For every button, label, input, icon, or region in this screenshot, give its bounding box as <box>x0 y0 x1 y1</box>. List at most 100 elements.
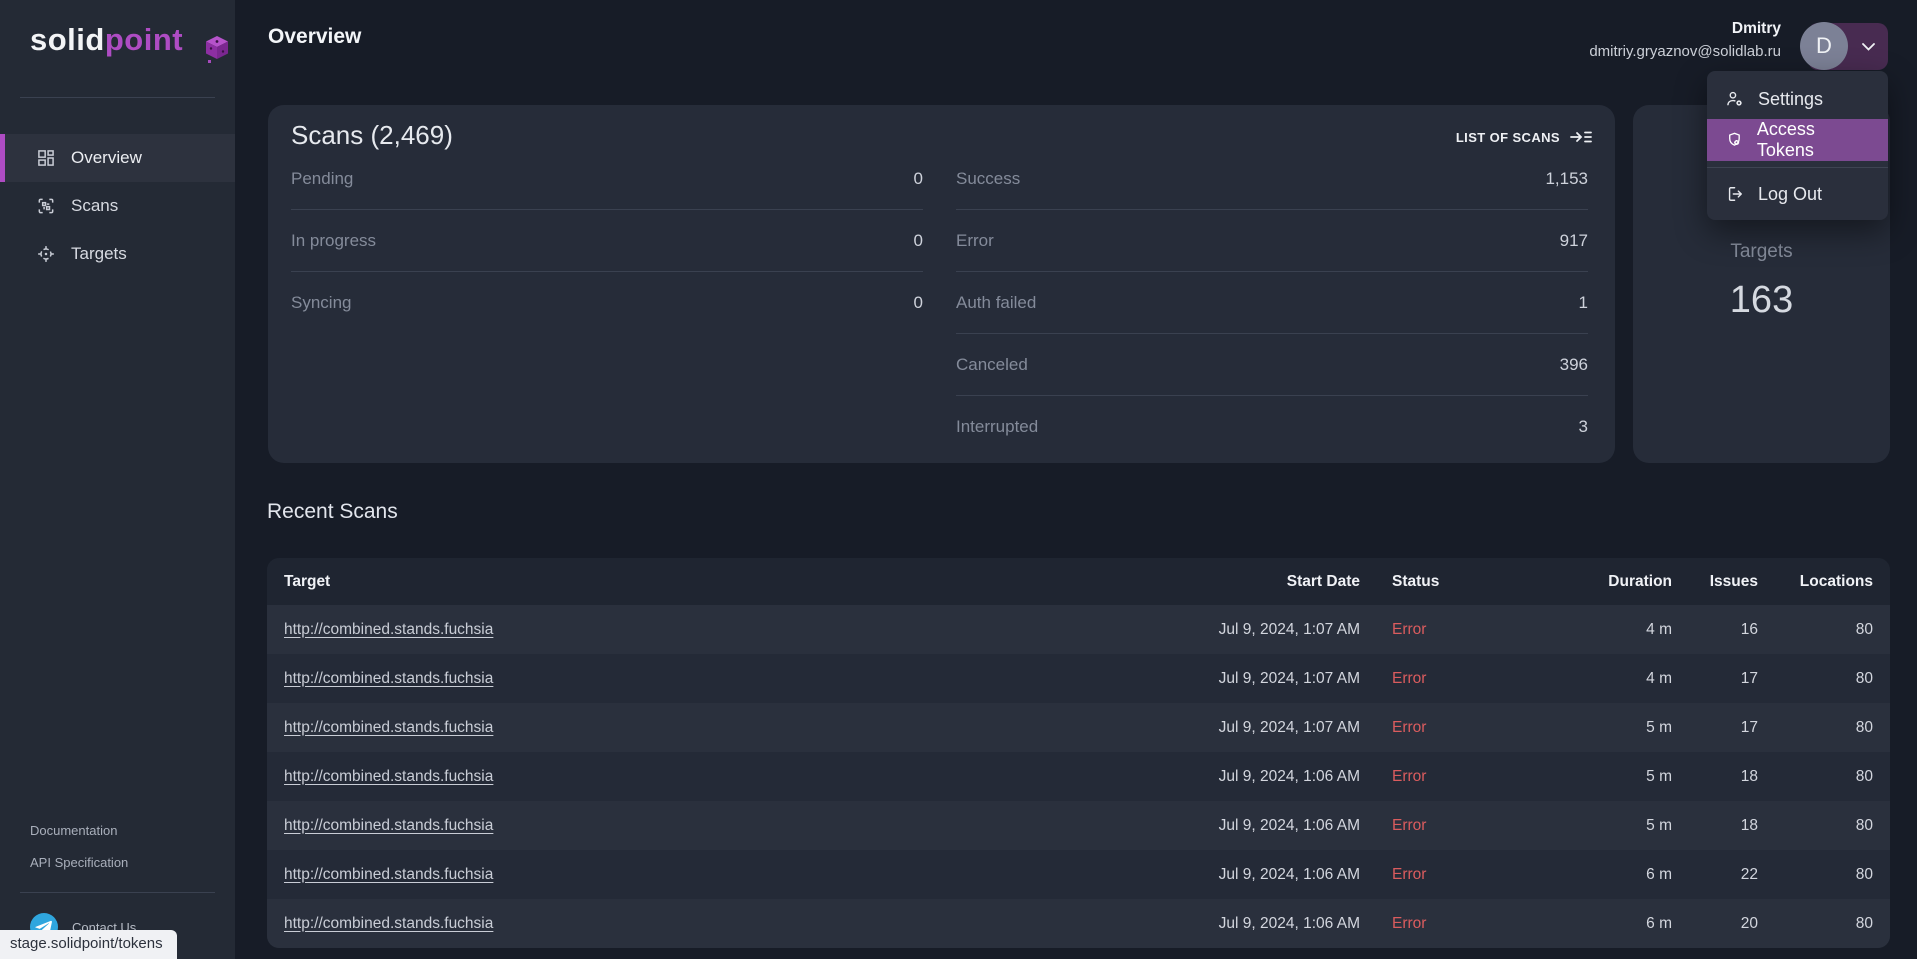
menu-item-log-out[interactable]: Log Out <box>1707 174 1888 214</box>
locations-cell: 80 <box>1855 865 1873 883</box>
issues-cell: 20 <box>1740 914 1758 932</box>
locations-cell: 80 <box>1855 669 1873 687</box>
table-body: http://combined.stands.fuchsia Jul 9, 20… <box>267 605 1890 948</box>
target-cell: http://combined.stands.fuchsia <box>284 866 1190 884</box>
status-cell: Error <box>1392 914 1427 932</box>
issues-cell: 17 <box>1740 669 1758 687</box>
table-row: http://combined.stands.fuchsia Jul 9, 20… <box>267 899 1890 948</box>
stat-value: 1 <box>1578 292 1588 312</box>
status-cell: Error <box>1392 767 1427 785</box>
menu-item-label: Log Out <box>1758 183 1823 204</box>
recent-scans-title: Recent Scans <box>267 500 398 523</box>
table-header-row: Target Start Date Status Duration Issues… <box>267 558 1890 605</box>
stat-value: 0 <box>913 293 923 312</box>
table-row: http://combined.stands.fuchsia Jul 9, 20… <box>267 605 1890 654</box>
user-dropdown-menu: Settings Access Tokens Log Out <box>1707 71 1888 220</box>
sidebar-item-overview[interactable]: Overview <box>0 134 235 182</box>
status-cell: Error <box>1392 669 1427 687</box>
page-title: Overview <box>268 25 362 48</box>
target-link[interactable]: http://combined.stands.fuchsia <box>284 914 494 932</box>
locations-cell: 80 <box>1855 914 1873 932</box>
stat-row: Auth failed 1 <box>956 272 1588 334</box>
recent-scans-table: Target Start Date Status Duration Issues… <box>267 558 1890 948</box>
target-link[interactable]: http://combined.stands.fuchsia <box>284 767 494 785</box>
menu-item-access-tokens[interactable]: Access Tokens <box>1707 119 1888 161</box>
target-link[interactable]: http://combined.stands.fuchsia <box>284 816 494 834</box>
column-header-locations: Locations <box>1799 572 1873 590</box>
sidebar-footer-divider <box>20 892 215 893</box>
start-date-cell: Jul 9, 2024, 1:07 AM <box>1218 620 1360 638</box>
target-link[interactable]: http://combined.stands.fuchsia <box>284 865 494 883</box>
stat-label: In progress <box>291 230 377 250</box>
user-gear-icon <box>1727 91 1742 106</box>
column-header-status: Status <box>1392 572 1440 590</box>
table-row: http://combined.stands.fuchsia Jul 9, 20… <box>267 752 1890 801</box>
locations-cell: 80 <box>1855 767 1873 785</box>
user-email: dmitriy.gryaznov@solidlab.ru <box>1589 43 1781 60</box>
sidebar-item-label: Scans <box>71 196 119 215</box>
target-link[interactable]: http://combined.stands.fuchsia <box>284 718 494 736</box>
issues-cell: 18 <box>1740 767 1758 785</box>
start-date-cell: Jul 9, 2024, 1:06 AM <box>1218 816 1360 834</box>
target-link[interactable]: http://combined.stands.fuchsia <box>284 669 494 687</box>
chevron-down-icon <box>1862 43 1875 51</box>
list-of-scans-label: LIST OF SCANS <box>1455 129 1560 145</box>
list-of-scans-button[interactable]: LIST OF SCANS <box>1456 129 1592 145</box>
status-cell: Error <box>1392 718 1427 736</box>
stat-value: 0 <box>913 230 923 250</box>
duration-cell: 4 m <box>1646 669 1672 687</box>
stat-row: Error 917 <box>956 210 1588 272</box>
sidebar-item-scans[interactable]: Scans <box>0 182 235 230</box>
table-row: http://combined.stands.fuchsia Jul 9, 20… <box>267 654 1890 703</box>
status-cell: Error <box>1392 865 1427 883</box>
scans-card-title: Scans (2,469) <box>291 120 453 150</box>
target-link[interactable]: http://combined.stands.fuchsia <box>284 620 494 638</box>
stat-label: Interrupted <box>956 417 1039 436</box>
target-cell: http://combined.stands.fuchsia <box>284 817 1190 835</box>
user-name: Dmitry <box>1731 20 1781 37</box>
duration-cell: 5 m <box>1646 816 1672 834</box>
sidebar-item-label: Targets <box>71 244 127 263</box>
targets-card-label: Targets <box>1730 241 1793 262</box>
arrow-to-list-icon <box>1570 131 1592 143</box>
documentation-link[interactable]: Documentation <box>30 823 118 838</box>
dashboard-icon <box>38 150 54 166</box>
stat-row: Syncing 0 <box>291 272 923 334</box>
user-menu-button[interactable]: D <box>1800 22 1888 70</box>
stat-row: Success 1,153 <box>956 148 1588 210</box>
stat-row: In progress 0 <box>291 210 923 272</box>
duration-cell: 6 m <box>1646 865 1672 883</box>
stat-row: Pending 0 <box>291 148 923 210</box>
menu-item-label: Access Tokens <box>1756 119 1815 160</box>
targets-card-value: 163 <box>1729 279 1794 321</box>
table-row: http://combined.stands.fuchsia Jul 9, 20… <box>267 801 1890 850</box>
brand-name-primary: solid <box>30 22 105 57</box>
user-info: Dmitry dmitriy.gryaznov@solidlab.ru <box>1589 20 1781 60</box>
logout-icon <box>1728 187 1742 201</box>
sidebar-item-label: Overview <box>71 148 142 167</box>
scan-icon <box>38 198 54 214</box>
scans-stats: Pending 0 In progress 0 Syncing 0 <box>291 148 1588 458</box>
brand-logo: solidpoint <box>30 22 228 63</box>
issues-cell: 22 <box>1740 865 1758 883</box>
issues-cell: 18 <box>1740 816 1758 834</box>
sidebar-item-targets[interactable]: Targets <box>0 230 235 278</box>
status-url-tooltip: stage.solidpoint/tokens <box>0 930 177 959</box>
api-specification-link[interactable]: API Specification <box>30 855 129 870</box>
duration-cell: 4 m <box>1646 620 1672 638</box>
sidebar: solidpoint Overview Scans <box>0 0 235 959</box>
table-row: http://combined.stands.fuchsia Jul 9, 20… <box>267 850 1890 899</box>
duration-cell: 6 m <box>1646 914 1672 932</box>
duration-cell: 5 m <box>1646 718 1672 736</box>
column-header-target: Target <box>284 572 331 590</box>
start-date-cell: Jul 9, 2024, 1:06 AM <box>1218 865 1360 883</box>
locations-cell: 80 <box>1855 620 1873 638</box>
duration-cell: 5 m <box>1646 767 1672 785</box>
stat-label: Pending <box>291 168 354 188</box>
target-cell: http://combined.stands.fuchsia <box>284 719 1190 737</box>
column-header-issues: Issues <box>1709 572 1758 590</box>
menu-item-settings[interactable]: Settings <box>1707 79 1888 119</box>
sidebar-footer: Documentation API Specification Contact … <box>0 823 235 941</box>
stat-row: Canceled 396 <box>956 334 1588 396</box>
target-cell: http://combined.stands.fuchsia <box>284 621 1190 639</box>
